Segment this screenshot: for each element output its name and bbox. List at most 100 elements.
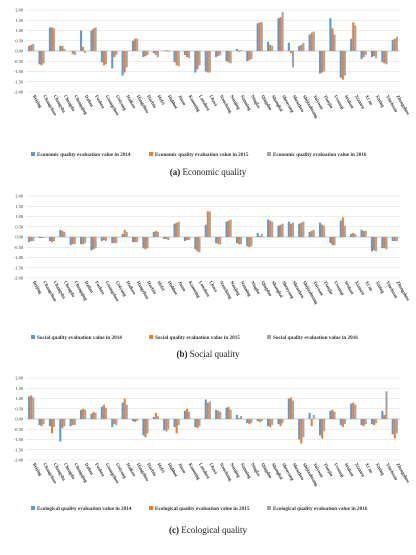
x-tick-label: Jinan (177, 94, 187, 106)
bar-beijing-1 (28, 46, 30, 51)
bar-haikou-3 (126, 51, 128, 67)
bar-xian-2 (363, 51, 365, 57)
bar-lhasa-2 (207, 403, 209, 419)
bar-jinan-2 (176, 51, 178, 65)
bar-beijing-1 (28, 396, 30, 419)
x-tick-label: Beijing (32, 280, 44, 295)
bar-hangzhou-2 (134, 39, 136, 51)
bar-xian-1 (361, 230, 363, 237)
bar-shenyang-1 (277, 419, 279, 424)
chart-panel-1: 2.001.501.000.500.00-0.50-1.00-1.50-2.00… (14, 8, 411, 178)
y-tick-label: 1.50 (15, 386, 23, 391)
y-tick-label: 2.00 (15, 194, 23, 199)
bar-chongqing-3 (74, 237, 76, 244)
bar-xining-2 (373, 419, 375, 425)
bar-qingdao-3 (261, 22, 263, 51)
x-tick-label: Xining (375, 462, 386, 477)
bar-harbin-1 (142, 237, 144, 248)
bar-zhengzhou-1 (392, 40, 394, 51)
bar-wuhan-1 (340, 419, 342, 425)
bar-shenyang-2 (279, 17, 281, 51)
bar-lanzhou-1 (194, 419, 196, 427)
bar-changchun-3 (43, 51, 45, 63)
bar-harbin-1 (142, 419, 144, 435)
bar-shenyang-3 (282, 12, 284, 51)
bar-kunming-3 (188, 51, 190, 58)
bar-shenyang-1 (277, 18, 279, 51)
bar-beijing-3 (32, 237, 34, 241)
caption-letter: (a) (170, 167, 181, 177)
bar-nanchang-3 (219, 237, 221, 244)
bar-huhhot-3 (167, 419, 169, 429)
bar-urumqi-3 (334, 412, 336, 419)
legend-label: Economic quality evaluation value in 201… (273, 152, 367, 158)
bar-chongqing-2 (72, 51, 74, 54)
bar-nanjing-3 (230, 220, 232, 237)
bar-haikou-3 (126, 405, 128, 419)
bar-urumqi-2 (331, 28, 333, 51)
bar-nanjing-2 (228, 221, 230, 237)
bar-nanning-3 (240, 416, 242, 419)
bar-dalian-1 (80, 31, 82, 52)
x-tick-label: Zhengzhou (395, 94, 411, 116)
legend-label: Social quality evaluation value in 2016 (273, 335, 358, 341)
bar-harbin-2 (144, 51, 146, 56)
bar-nanning-2 (238, 237, 240, 244)
bar-tianjin-2 (321, 51, 323, 73)
bar-shenyang-3 (282, 224, 284, 237)
bar-haikou-2 (124, 230, 126, 237)
bar-hefei-3 (157, 51, 159, 57)
bar-yinchuan-3 (385, 51, 387, 64)
bar-zhengzhou-1 (392, 237, 394, 241)
y-tick-label: -1.50 (14, 79, 24, 84)
bar-zhengzhou-2 (394, 39, 396, 51)
bar-wuhan-1 (340, 221, 342, 237)
y-tick-label: -2.00 (14, 90, 24, 95)
bar-guiyang-2 (113, 237, 115, 243)
bar-huhhot-2 (165, 237, 167, 239)
bar-guiyang-2 (113, 51, 115, 57)
bar-taiyuan-2 (311, 33, 313, 51)
bar-shenzhen-1 (288, 222, 290, 237)
bar-tianjin-2 (321, 225, 323, 237)
bar-xiamen-2 (352, 233, 354, 237)
bar-yinchuan-2 (383, 51, 385, 63)
legend-swatch (31, 152, 35, 156)
bar-changchun-2 (41, 51, 43, 65)
bar-xining-3 (375, 51, 377, 58)
bar-chengdu-1 (59, 419, 61, 442)
bar-xian-1 (361, 51, 363, 59)
bar-changsha-1 (49, 237, 51, 241)
bar-nanning-2 (238, 418, 240, 419)
bar-nanchang-2 (217, 237, 219, 244)
bar-guiyang-3 (115, 419, 117, 425)
bar-guangzhou-1 (101, 407, 103, 419)
bar-nanning-2 (238, 51, 240, 52)
bar-chongqing-1 (70, 419, 72, 426)
y-tick-label: -2.00 (14, 276, 24, 281)
bar-changchun-3 (43, 419, 45, 424)
bar-urumqi-3 (334, 237, 336, 245)
bar-shijiazhuang-3 (302, 222, 304, 237)
caption-text: Social quality (188, 349, 240, 359)
bar-urumqi-1 (329, 18, 331, 51)
bar-taiyuan-1 (309, 232, 311, 237)
bar-shenzhen-3 (292, 401, 294, 419)
x-tick-label: Huhhot (167, 462, 179, 478)
y-tick-label: 0.00 (15, 49, 23, 54)
bar-lanzhou-1 (194, 51, 196, 73)
bar-lhasa-2 (207, 211, 209, 237)
bar-tianjin-2 (321, 419, 323, 438)
bar-shanghai-2 (269, 45, 271, 51)
bar-yinchuan-1 (381, 237, 383, 248)
bar-dalian-3 (84, 51, 86, 53)
bar-hangzhou-3 (136, 419, 138, 421)
bar-fuzhou-3 (95, 413, 97, 419)
bar-shanghai-1 (267, 419, 269, 426)
bar-lanzhou-2 (196, 237, 198, 251)
bar-urumqi-2 (331, 237, 333, 245)
bar-zhengzhou-2 (394, 419, 396, 438)
bar-zhengzhou-3 (396, 419, 398, 433)
y-tick-label: 1.00 (15, 28, 23, 33)
